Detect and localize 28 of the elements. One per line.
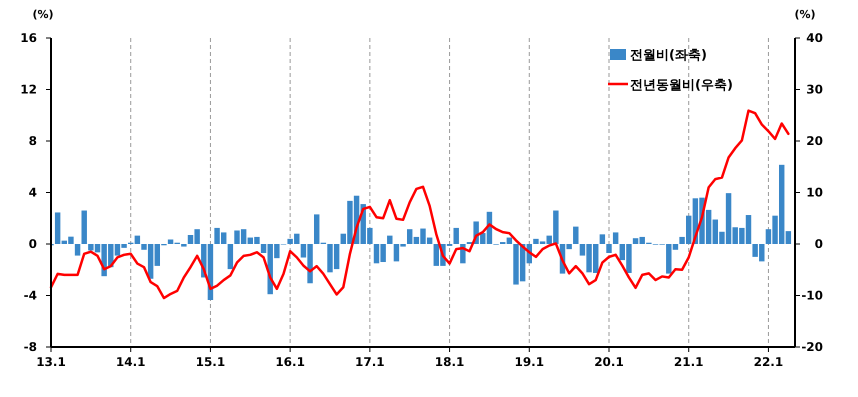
y2-tick-label: 0 [814,237,823,251]
x-tick-label: 14.1 [116,355,146,369]
legend-label: 전년동월비(우축) [630,78,733,93]
y2-tick-label: 30 [806,82,823,96]
y-tick-label: 8 [28,134,37,148]
legend-label: 전월비(좌축) [630,48,707,63]
y-tick-label: 0 [28,237,37,251]
y2-tick-label: -10 [801,288,823,302]
x-tick-label: 16.1 [275,355,305,369]
x-tick-label: 17.1 [355,355,385,369]
y2-tick-label: 20 [806,134,823,148]
y-tick-label: 12 [20,82,37,96]
x-tick-label: 20.1 [594,355,624,369]
y2-tick-label: 40 [806,31,823,45]
x-tick-label: 21.1 [674,355,704,369]
y-tick-label: -4 [24,288,37,302]
x-tick-label: 15.1 [196,355,226,369]
y2-tick-label: -20 [801,340,823,354]
y-axis-title: (%) [32,8,54,21]
y-tick-label: -8 [24,340,37,354]
y-tick-label: 4 [28,186,37,200]
y-tick-label: 16 [20,31,37,45]
x-tick-label: 13.1 [36,355,66,369]
y2-tick-label: 10 [806,186,823,200]
x-tick-label: 18.1 [434,355,464,369]
x-tick-label: 22.1 [754,355,784,369]
x-tick-label: 19.1 [514,355,544,369]
y2-axis-title: (%) [794,8,816,21]
